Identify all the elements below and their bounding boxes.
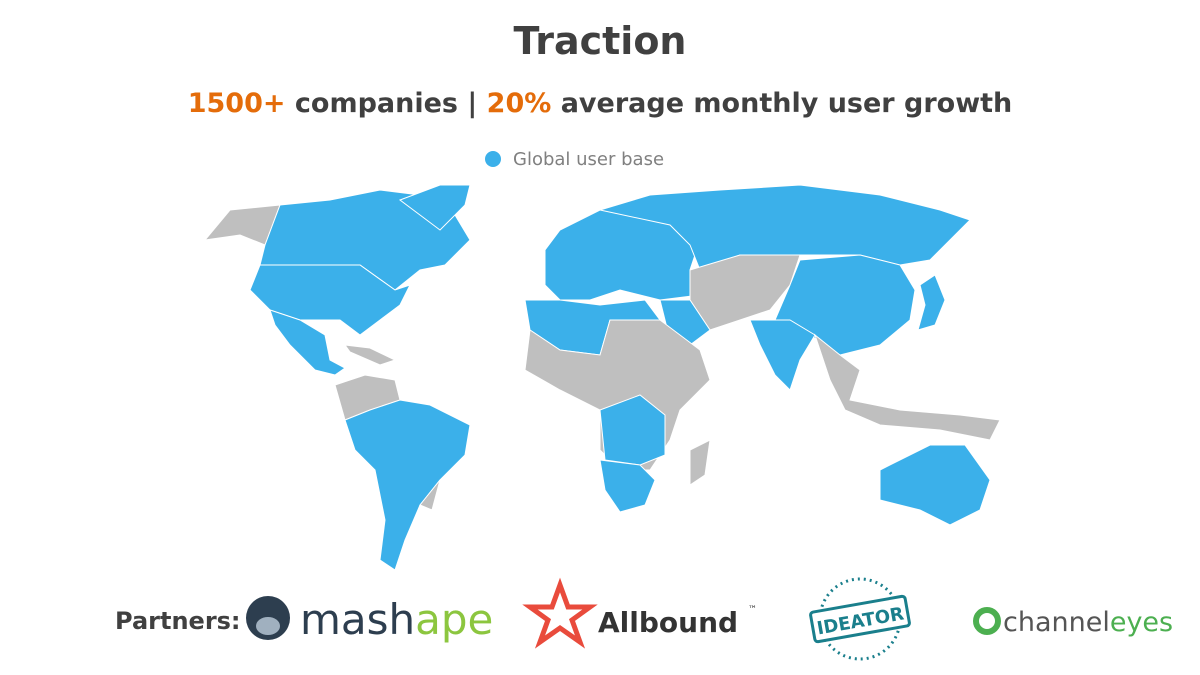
growth-text: average monthly user growth [561,88,1013,119]
channeleyes-logo: channeleyes [973,607,1173,638]
mexico [269,309,346,376]
mashape-part: mash [300,595,415,644]
allbound-logo: Allbound ™ [522,577,757,649]
caribbean [343,344,397,366]
southeast-asia [813,333,1001,441]
channeleyes-part: channel [1003,607,1110,638]
channeleyes-part: eyes [1110,607,1173,638]
uruguay [419,479,441,511]
ideator-logo: IDEATOR [809,577,911,661]
india [749,319,816,391]
south-america [344,399,471,571]
russia [599,184,971,271]
growth-rate: 20% [487,88,552,119]
title: Traction [513,19,686,63]
allbound-icon [522,577,598,649]
ideator-badge [809,594,911,644]
mashape-part: ape [415,595,493,644]
companies-count: 1500+ [188,88,286,119]
mashape-wordmark: mashape [300,595,493,644]
world-map [203,184,1001,571]
mashape-icon-face [256,617,280,635]
allbound-trademark: ™ [748,605,757,615]
channeleyes-icon [973,607,1001,635]
greenland [398,184,471,231]
companies-text: companies | [295,88,477,119]
mashape-logo: mashape [246,595,493,644]
japan [917,274,946,331]
legend-label: Global user base [513,149,664,170]
allbound-wordmark: Allbound [598,606,738,639]
madagascar [689,439,711,486]
australia [879,444,991,526]
partners-label: Partners: [115,607,241,635]
subtitle: 1500+ companies | 20% average monthly us… [188,88,1013,119]
central-africa-users [599,394,666,466]
channeleyes-wordmark: channeleyes [1003,607,1173,638]
south-africa [599,459,656,513]
usa [249,264,411,336]
legend-swatch [485,151,501,167]
